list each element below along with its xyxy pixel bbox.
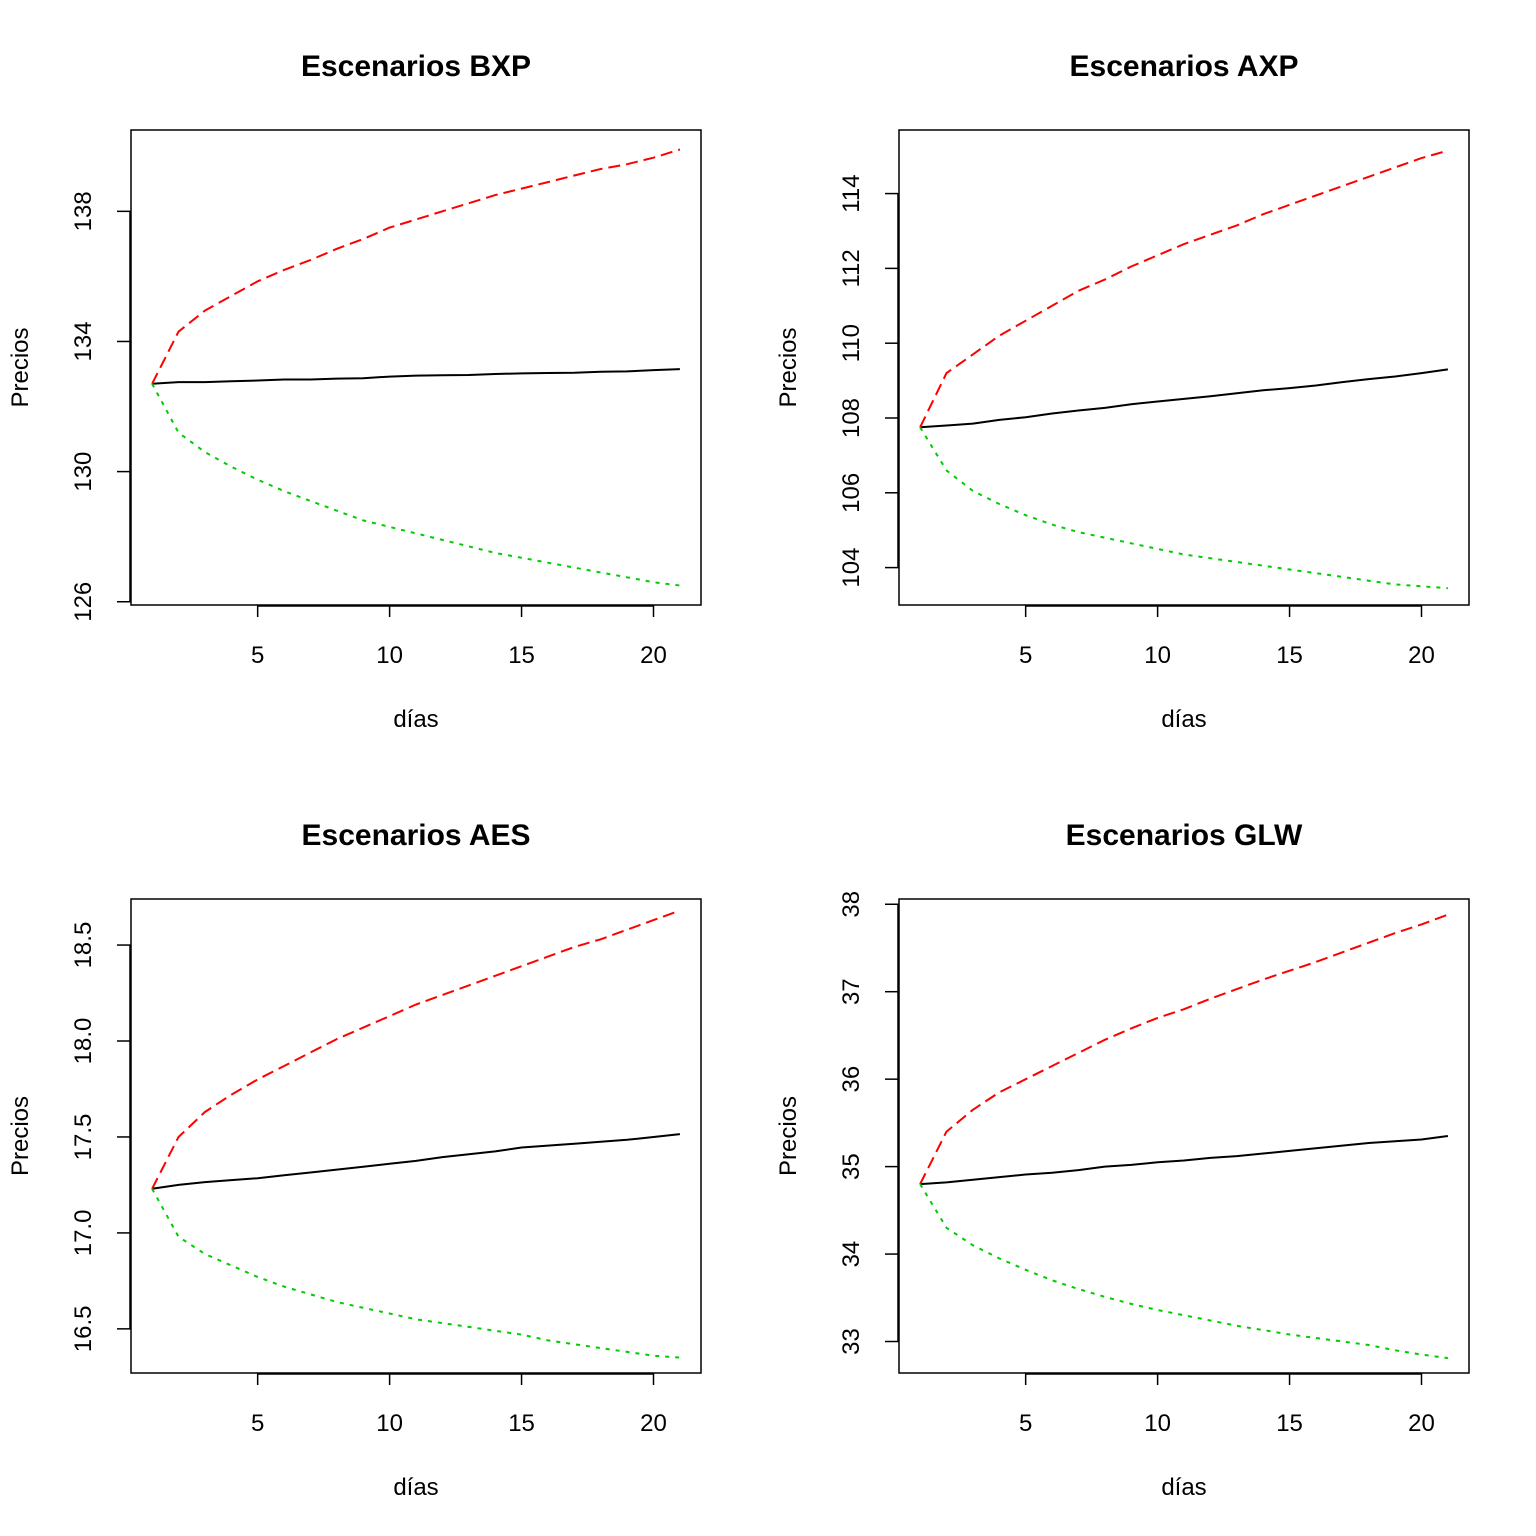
x-tick-label: 10	[1144, 642, 1171, 669]
y-tick-label: 34	[838, 1241, 865, 1268]
y-tick-label: 17.5	[70, 1114, 97, 1161]
x-tick-label: 20	[640, 1410, 667, 1437]
y-tick-label: 114	[838, 174, 865, 212]
y-tick-label: 134	[70, 321, 97, 361]
x-tick-label: 10	[376, 1410, 403, 1437]
x-axis-label: días	[1161, 706, 1206, 733]
y-tick-label: 104	[838, 548, 865, 588]
series-line-dotted	[919, 1183, 1449, 1360]
x-tick-label: 20	[1408, 1410, 1435, 1437]
x-axis-label: días	[393, 706, 438, 733]
y-tick-label: 138	[70, 191, 97, 231]
x-tick-label: 15	[1276, 1410, 1303, 1437]
y-tick-label: 130	[70, 452, 97, 492]
y-tick-label: 17.0	[70, 1210, 97, 1257]
chart-panel: Escenarios AXP 5 10 15 20 días 104 106 108 110 112…	[775, 50, 1470, 733]
x-tick-label: 15	[1276, 642, 1303, 669]
y-axis-label: Precios	[7, 327, 34, 407]
y-tick-label: 106	[838, 473, 865, 513]
y-tick-label: 16.5	[70, 1306, 97, 1353]
x-tick-label: 15	[508, 1410, 535, 1437]
x-tick-label: 10	[376, 642, 403, 669]
series-line-solid	[920, 368, 1449, 429]
x-axis-label: días	[1161, 1474, 1206, 1501]
chart-title: Escenarios AXP	[1070, 50, 1299, 83]
y-tick-label: 33	[838, 1328, 865, 1355]
series-line-dashed	[151, 148, 681, 385]
x-tick-label: 10	[1144, 1410, 1171, 1437]
chart-panel: Escenarios GLW 5 10 15 20 días 33 34 35 36 37 38 Pre…	[775, 819, 1470, 1501]
y-axis-label: Precios	[775, 327, 802, 407]
chart-title: Escenarios BXP	[301, 50, 531, 83]
x-tick-label: 20	[640, 642, 667, 669]
plot-frame	[898, 898, 1470, 1374]
x-tick-label: 5	[1019, 642, 1032, 669]
y-tick-label: 112	[838, 249, 865, 287]
plot-frame	[898, 129, 1470, 606]
series-line-dashed	[919, 149, 1449, 428]
y-tick-label: 35	[838, 1153, 865, 1180]
series-line-dotted	[919, 426, 1448, 590]
y-tick-label: 18.0	[70, 1018, 97, 1065]
chart-title: Escenarios AES	[302, 819, 531, 852]
chart-panel: Escenarios BXP 5 10 15 20 días 126 130 134 138 Pre…	[7, 50, 702, 733]
x-tick-label: 5	[1019, 1410, 1032, 1437]
y-tick-label: 18.5	[70, 922, 97, 969]
series-line-dashed	[151, 909, 681, 1190]
chart-panel: Escenarios AES 5 10 15 20 días 16.5 17.0 17.5 18.…	[7, 819, 702, 1501]
chart-title: Escenarios GLW	[1066, 819, 1303, 852]
y-axis-label: Precios	[775, 1096, 802, 1176]
y-tick-label: 108	[838, 398, 865, 438]
x-tick-label: 5	[251, 1410, 264, 1437]
y-axis-label: Precios	[7, 1096, 34, 1176]
series-line-solid	[152, 368, 680, 385]
y-tick-label: 37	[838, 978, 865, 1005]
x-tick-label: 5	[251, 642, 264, 669]
series-line-dotted	[151, 383, 681, 587]
series-line-solid	[920, 1135, 1449, 1186]
series-line-solid	[151, 1133, 681, 1190]
y-tick-label: 110	[838, 324, 865, 362]
series-line-dotted	[151, 1188, 680, 1359]
plot-frame	[130, 129, 702, 606]
series-line-dashed	[919, 913, 1449, 1185]
y-tick-label: 38	[838, 891, 865, 918]
plot-frame	[130, 898, 702, 1374]
y-tick-label: 36	[838, 1066, 865, 1093]
x-tick-label: 15	[508, 642, 535, 669]
x-axis-label: días	[393, 1474, 438, 1501]
y-tick-label: 126	[70, 582, 97, 622]
x-tick-label: 20	[1408, 642, 1435, 669]
